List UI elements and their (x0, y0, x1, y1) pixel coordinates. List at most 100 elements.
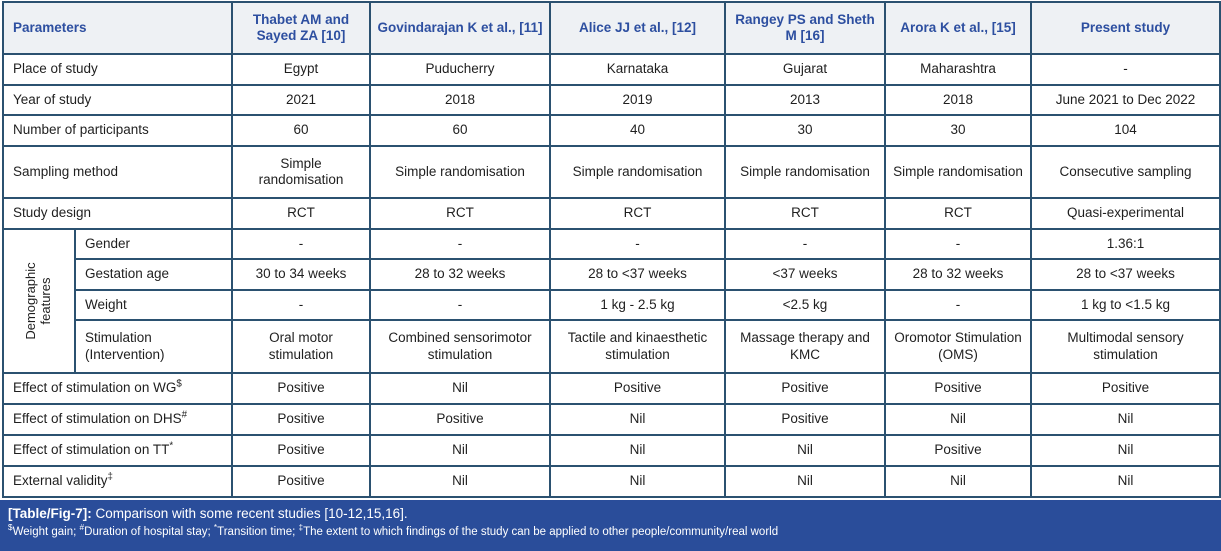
table-cell: Nil (724, 465, 886, 498)
table-cell: - (231, 289, 371, 321)
table-cell: Simple randomisation (549, 145, 726, 199)
table-cell: Nil (549, 434, 726, 467)
table-cell: 30 (724, 114, 886, 147)
table-cell: Oromotor Stimulation (OMS) (884, 319, 1032, 374)
footnote-marker: ‡ (298, 523, 304, 533)
table-cell: Positive (884, 434, 1032, 467)
table-cell: Positive (231, 403, 371, 436)
column-header-study-1: Thabet AM and Sayed ZA [10] (231, 1, 371, 55)
table-cell: Combined sensorimotor stimulation (369, 319, 551, 374)
table-cell: Nil (724, 434, 886, 467)
table-cell: 2013 (724, 84, 886, 116)
table-cell: 2019 (549, 84, 726, 116)
column-header-study-2: Govindarajan K et al., [11] (369, 1, 551, 55)
column-header-parameters: Parameters (2, 1, 233, 55)
table-cell: Multimodal sensory stimulation (1030, 319, 1221, 374)
table-cell: Nil (549, 403, 726, 436)
table-cell: - (884, 289, 1032, 321)
table-cell: Puducherry (369, 53, 551, 86)
table-cell: <2.5 kg (724, 289, 886, 321)
table-cell: RCT (549, 197, 726, 230)
table-row: Year of study 2021 2018 2019 2013 2018 J… (2, 84, 1221, 116)
table-cell: 60 (369, 114, 551, 147)
footnote-text: Weight gain; (12, 526, 80, 539)
table-figure-label: [Table/Fig-7]: (8, 506, 92, 521)
table-cell: Nil (1030, 403, 1221, 436)
table-row: External validity‡ Positive Nil Nil Nil … (2, 465, 1221, 498)
table-footnotes: $Weight gain; #Duration of hospital stay… (8, 523, 1211, 540)
table-cell: 30 to 34 weeks (231, 258, 371, 291)
row-label: Number of participants (2, 114, 233, 147)
table-cell: Positive (549, 372, 726, 405)
demographic-group-label-text: Demographic features (23, 262, 53, 340)
table-row: Study design RCT RCT RCT RCT RCT Quasi-e… (2, 197, 1221, 230)
table-cell: - (724, 228, 886, 260)
footnote-marker: ‡ (107, 471, 113, 483)
footnote-marker: $ (8, 523, 13, 533)
row-label: Effect of stimulation on DHS# (2, 403, 233, 436)
table-cell: Positive (884, 372, 1032, 405)
table-cell: 28 to <37 weeks (1030, 258, 1221, 291)
table-cell: Nil (884, 465, 1032, 498)
row-label: Year of study (2, 84, 233, 116)
table-cell: 40 (549, 114, 726, 147)
demographic-group-label: Demographic features (2, 228, 76, 374)
table-cell: Positive (1030, 372, 1221, 405)
table-cell: <37 weeks (724, 258, 886, 291)
table-cell: 28 to 32 weeks (884, 258, 1032, 291)
footnote-marker: * (169, 440, 174, 452)
table-cell: Nil (1030, 434, 1221, 467)
table-cell: Nil (369, 434, 551, 467)
table-row: Sampling method Simple randomisation Sim… (2, 145, 1221, 199)
column-header-present-study: Present study (1030, 1, 1221, 55)
table-cell: Simple randomisation (724, 145, 886, 199)
table-row: Place of study Egypt Puducherry Karnatak… (2, 53, 1221, 86)
table-cell: Gujarat (724, 53, 886, 86)
table-cell: Oral motor stimulation (231, 319, 371, 374)
table-cell: Nil (1030, 465, 1221, 498)
table-cell: Massage therapy and KMC (724, 319, 886, 374)
table-row-demographic: Gestation age 30 to 34 weeks 28 to 32 we… (3, 258, 1221, 291)
table-cell: Maharashtra (884, 53, 1032, 86)
table-cell: Positive (231, 465, 371, 498)
table-cell: 1.36:1 (1030, 228, 1221, 260)
row-label: External validity‡ (2, 465, 233, 498)
table-cell: Positive (724, 403, 886, 436)
table-cell: Consecutive sampling (1030, 145, 1221, 199)
footnote-marker: # (79, 523, 85, 533)
row-label: Weight (74, 289, 233, 321)
column-header-study-3: Alice JJ et al., [12] (549, 1, 726, 55)
table-cell: - (369, 228, 551, 260)
table-cell: RCT (369, 197, 551, 230)
table-cell: Egypt (231, 53, 371, 86)
table-cell: 28 to 32 weeks (369, 258, 551, 291)
column-header-study-5: Arora K et al., [15] (884, 1, 1032, 55)
row-label: Gestation age (74, 258, 233, 291)
table-cell: RCT (231, 197, 371, 230)
table-row: Effect of stimulation on TT* Positive Ni… (2, 434, 1221, 467)
header-row: Parameters Thabet AM and Sayed ZA [10] G… (2, 1, 1221, 55)
table-cell: Nil (884, 403, 1032, 436)
table-cell: Quasi-experimental (1030, 197, 1221, 230)
table-cell: Karnataka (549, 53, 726, 86)
row-label: Stimulation (Intervention) (74, 319, 233, 374)
table-cell: Positive (231, 372, 371, 405)
table-cell: Positive (369, 403, 551, 436)
footnote-marker: # (181, 409, 187, 421)
table-caption-bar: [Table/Fig-7]: Comparison with some rece… (0, 500, 1221, 551)
table-cell: Tactile and kinaesthetic stimulation (549, 319, 726, 374)
table-row: Effect of stimulation on WG$ Positive Ni… (2, 372, 1221, 405)
table-caption-text: Comparison with some recent studies [10-… (95, 506, 408, 521)
table-cell: 30 (884, 114, 1032, 147)
table-cell: RCT (724, 197, 886, 230)
table-cell: 1 kg - 2.5 kg (549, 289, 726, 321)
footnote-marker: $ (176, 378, 182, 390)
table-caption: [Table/Fig-7]: Comparison with some rece… (8, 505, 1211, 523)
column-header-study-4: Rangey PS and Sheth M [16] (724, 1, 886, 55)
row-label: Sampling method (2, 145, 233, 199)
table-cell: Positive (231, 434, 371, 467)
row-label: Gender (74, 228, 233, 260)
footnote-text: Transition time; (217, 526, 299, 539)
table-cell: - (231, 228, 371, 260)
